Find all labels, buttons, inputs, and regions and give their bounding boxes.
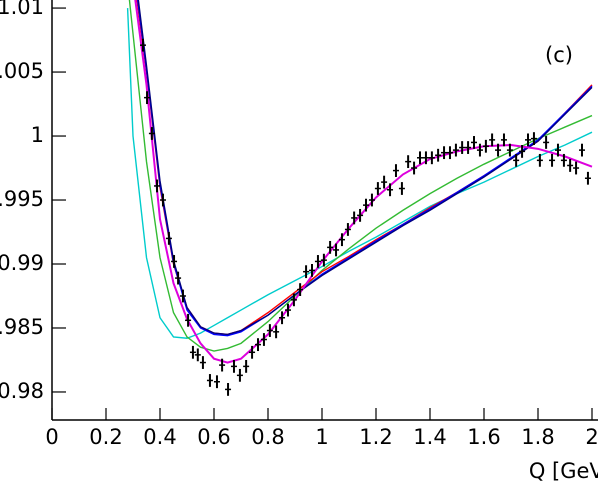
x-tick-label: 1.8 [521,425,554,449]
x-tick-label: 1.4 [413,425,446,449]
x-tick-label: 0.4 [143,425,176,449]
y-tick-label: 0.995 [0,187,44,211]
y-tick-label: 1.01 [0,0,44,19]
x-tick-label: 1.2 [359,425,392,449]
data-points [139,38,591,396]
y-tick-label: 1 [31,123,44,147]
x-tick-label: 2 [585,425,598,449]
fit-curve [134,0,593,364]
y-tick-label: 0.99 [0,251,44,275]
x-tick-label: 0.8 [251,425,284,449]
fit-curve [137,0,593,336]
fit-curve [128,0,593,352]
x-tick-label: 0 [45,425,58,449]
x-axis-label: Q [GeV] [529,459,598,483]
fit-curve [126,8,593,339]
x-tick-label: 0.6 [197,425,230,449]
x-tick-label: 0.2 [89,425,122,449]
panel-label: (c) [545,43,573,67]
y-tick-label: 0.98 [0,379,44,403]
fit-curve [136,0,593,336]
y-tick-label: 0.985 [0,315,44,339]
fit-curve [136,0,593,337]
x-tick-label: 1.6 [467,425,500,449]
x-tick-label: 1 [315,425,328,449]
curves [126,0,593,364]
y-tick-label: 1.005 [0,59,44,83]
